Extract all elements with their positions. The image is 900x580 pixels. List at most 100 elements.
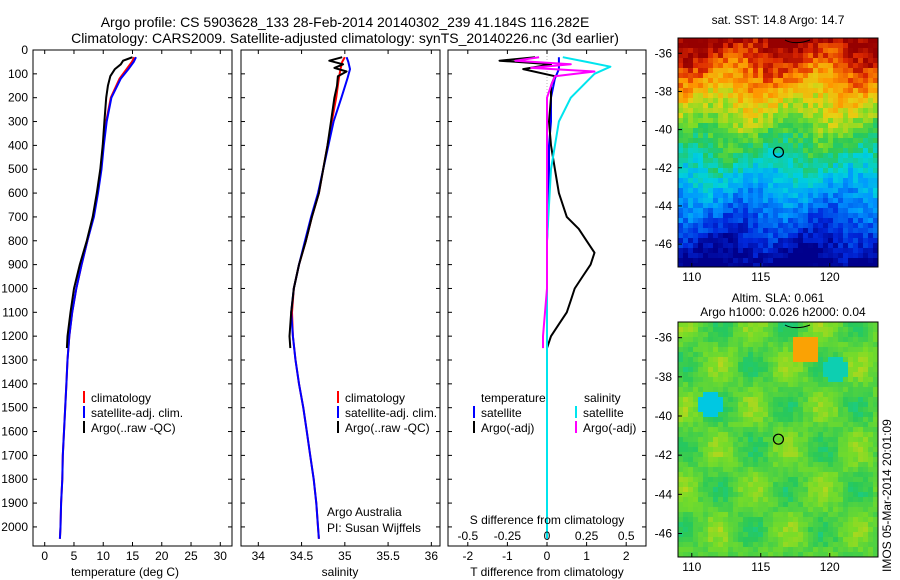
heatmap-cell — [723, 427, 729, 433]
heatmap-cell — [763, 527, 769, 533]
heatmap-cell — [813, 128, 819, 134]
heatmap-cell — [808, 527, 814, 533]
difference-legend: temperature salinity satellite Argo(-adj… — [473, 391, 636, 435]
legend-label-salinity-satellite: satellite — [583, 406, 624, 420]
heatmap-cell — [838, 228, 844, 234]
heatmap-cell — [788, 83, 794, 89]
heatmap-cell — [868, 392, 874, 398]
heatmap-cell — [738, 233, 744, 239]
heatmap-cell — [768, 482, 774, 488]
heatmap-cell — [693, 332, 699, 338]
heatmap-cell — [703, 133, 709, 139]
heatmap-cell — [763, 248, 769, 254]
heatmap-cell — [763, 432, 769, 438]
heatmap-cell — [798, 83, 804, 89]
heatmap-cell — [738, 63, 744, 69]
heatmap-cell — [693, 48, 699, 54]
heatmap-cell — [708, 492, 714, 498]
heatmap-cell — [703, 58, 709, 64]
legend-label-argo: Argo(..raw -QC) — [91, 421, 176, 435]
heatmap-cell — [793, 337, 799, 343]
heatmap-cell — [803, 472, 809, 478]
heatmap-cell — [858, 347, 864, 353]
heatmap-cell — [778, 442, 784, 448]
heatmap-cell — [693, 512, 699, 518]
heatmap-cell — [838, 527, 844, 533]
heatmap-cell — [798, 497, 804, 503]
heatmap-cell — [848, 123, 854, 129]
heatmap-cell — [823, 357, 829, 363]
heatmap-cell — [848, 78, 854, 84]
heatmap-cell — [838, 208, 844, 214]
heatmap-cell — [823, 422, 829, 428]
heatmap-cell — [693, 173, 699, 179]
heatmap-cell — [858, 342, 864, 348]
heatmap-cell — [863, 133, 869, 139]
heatmap-cell — [683, 547, 689, 553]
heatmap-cell — [823, 133, 829, 139]
heatmap-cell — [713, 482, 719, 488]
heatmap-cell — [703, 138, 709, 144]
heatmap-cell — [758, 108, 764, 114]
heatmap-cell — [678, 243, 684, 249]
heatmap-cell — [793, 188, 799, 194]
heatmap-cell — [798, 108, 804, 114]
heatmap-cell — [768, 243, 774, 249]
heatmap-cell — [803, 163, 809, 169]
legend-label-temperature-argo: Argo(-adj) — [481, 421, 534, 435]
heatmap-cell — [743, 118, 749, 124]
heatmap-cell — [818, 522, 824, 528]
heatmap-cell — [703, 153, 709, 159]
heatmap-cell — [718, 43, 724, 49]
temperature-x-tick-label: 30 — [214, 549, 228, 563]
heatmap-cell — [873, 437, 878, 443]
heatmap-cell — [678, 188, 684, 194]
heatmap-cell — [813, 228, 819, 234]
heatmap-cell — [823, 527, 829, 533]
heatmap-cell — [718, 78, 724, 84]
map-y-tick-label: -40 — [655, 123, 673, 137]
heatmap-cell — [838, 258, 844, 264]
heatmap-cell — [758, 178, 764, 184]
heatmap-cell — [698, 437, 704, 443]
heatmap-cell — [808, 168, 814, 174]
heatmap-cell — [788, 327, 794, 333]
heatmap-cell — [798, 377, 804, 383]
heatmap-cell — [793, 477, 799, 483]
heatmap-cell — [793, 223, 799, 229]
heatmap-cell — [798, 173, 804, 179]
heatmap-cell — [798, 158, 804, 164]
heatmap-cell — [763, 412, 769, 418]
heatmap-cell — [708, 502, 714, 508]
heatmap-cell — [803, 377, 809, 383]
heatmap-cell — [798, 522, 804, 528]
heatmap-cell — [803, 447, 809, 453]
heatmap-cell — [848, 133, 854, 139]
heatmap-cell — [728, 48, 734, 54]
heatmap-cell — [703, 233, 709, 239]
heatmap-cell — [748, 58, 754, 64]
heatmap-cell — [808, 487, 814, 493]
heatmap-cell — [798, 322, 804, 328]
heatmap-cell — [738, 43, 744, 49]
heatmap-cell — [843, 452, 849, 458]
heatmap-cell — [728, 437, 734, 443]
heatmap-cell — [688, 377, 694, 383]
heatmap-cell — [743, 542, 749, 548]
heatmap-cell — [823, 228, 829, 234]
heatmap-cell — [718, 517, 724, 523]
heatmap-cell — [763, 38, 769, 44]
heatmap-cell — [778, 467, 784, 473]
heatmap-cell — [708, 402, 714, 408]
heatmap-cell — [828, 392, 834, 398]
heatmap-cell — [818, 263, 824, 267]
heatmap-cell — [843, 243, 849, 249]
heatmap-cell — [753, 367, 759, 373]
heatmap-cell — [693, 507, 699, 513]
heatmap-cell — [753, 263, 759, 267]
heatmap-cell — [863, 218, 869, 224]
heatmap-cell — [848, 462, 854, 468]
heatmap-cell — [728, 78, 734, 84]
heatmap-cell — [778, 258, 784, 264]
heatmap-cell — [853, 223, 859, 229]
